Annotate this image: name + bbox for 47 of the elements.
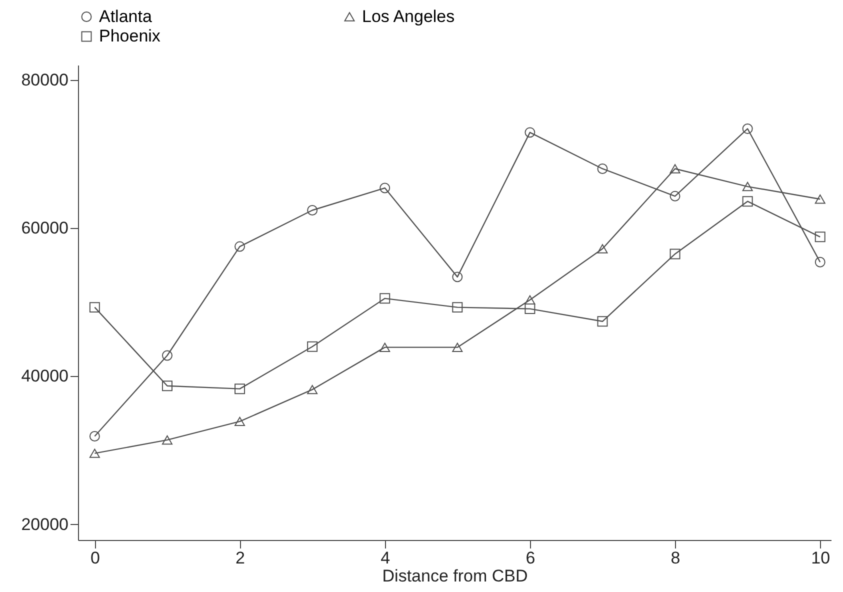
point xyxy=(89,431,100,442)
point xyxy=(234,416,246,426)
point xyxy=(670,190,680,202)
x-tick-label: 0 xyxy=(90,548,100,568)
point xyxy=(452,302,463,313)
point xyxy=(814,194,826,204)
y-tick-label: 60000 xyxy=(21,218,68,238)
x-tick-label: 4 xyxy=(380,548,390,568)
point xyxy=(742,123,753,134)
point xyxy=(814,256,826,268)
point xyxy=(452,342,463,352)
point xyxy=(234,384,246,394)
point xyxy=(162,435,172,445)
point xyxy=(524,295,536,305)
point xyxy=(380,342,390,352)
point xyxy=(742,196,753,207)
x-tick-label: 2 xyxy=(236,548,246,568)
legend-label: Phoenix xyxy=(99,26,161,46)
point xyxy=(524,127,536,138)
point xyxy=(162,380,172,392)
point xyxy=(89,302,100,313)
point xyxy=(307,384,318,394)
point xyxy=(814,232,826,242)
point xyxy=(380,293,390,304)
x-axis-title: Distance from CBD xyxy=(382,566,528,586)
x-tick-label: 10 xyxy=(811,548,830,568)
legend-label: Los Angeles xyxy=(362,6,455,26)
point xyxy=(307,341,318,352)
y-tick-label: 80000 xyxy=(21,70,68,90)
y-tick-label: 20000 xyxy=(21,514,68,534)
point xyxy=(742,182,753,192)
point xyxy=(597,316,608,327)
point xyxy=(162,350,172,361)
point xyxy=(234,241,246,252)
y-tick-label: 40000 xyxy=(21,366,68,386)
point xyxy=(524,304,536,314)
legend-label: Atlanta xyxy=(99,6,152,26)
point xyxy=(380,182,390,194)
point xyxy=(452,272,463,282)
point xyxy=(89,448,100,458)
point xyxy=(597,244,608,254)
point xyxy=(670,164,680,174)
point xyxy=(307,205,318,216)
x-tick-label: 6 xyxy=(526,548,536,568)
x-tick-label: 8 xyxy=(670,548,680,568)
point xyxy=(670,248,680,260)
point xyxy=(597,164,608,174)
